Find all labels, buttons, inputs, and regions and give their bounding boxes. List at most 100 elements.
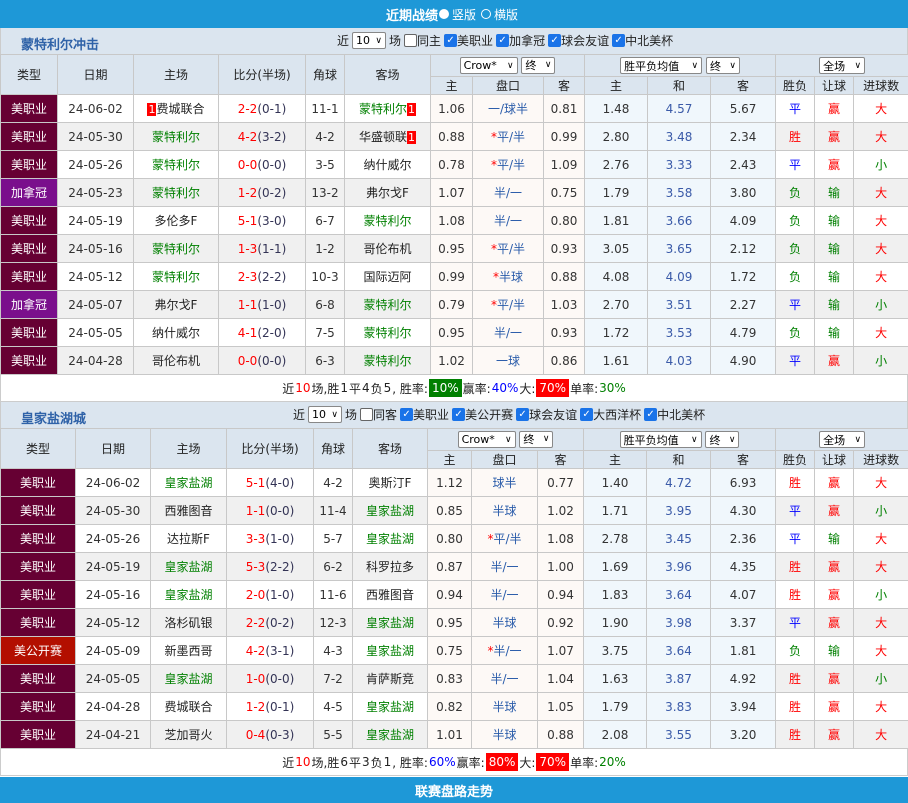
option-horizontal[interactable]: 横版 (494, 7, 519, 22)
away-team[interactable]: 蒙特利尔 (344, 346, 431, 375)
table-row[interactable]: 美职业 24-05-19 皇家盐湖 5-3(2-2) 6-2 科罗拉多 0.87… (0, 552, 908, 581)
score[interactable]: 1-2(0-2) (218, 178, 306, 207)
league-type[interactable]: 美公开赛 (0, 636, 76, 665)
filter-checkbox[interactable]: 同客 (360, 406, 397, 423)
away-team[interactable]: 皇家盐湖 (352, 636, 428, 665)
table-row[interactable]: 美职业 24-05-12 蒙特利尔 2-3(2-2) 10-3 国际迈阿 0.9… (0, 262, 908, 291)
away-team[interactable]: 皇家盐湖 (352, 524, 428, 553)
checkbox-icon[interactable]: ✓ (516, 408, 530, 421)
euro-type-select[interactable]: 胜平负均值 ∨ (619, 431, 702, 448)
table-row[interactable]: 加拿冠 24-05-23 蒙特利尔 1-2(0-2) 13-2 弗尔戈F 1.0… (0, 178, 908, 207)
score[interactable]: 2-0(1-0) (226, 580, 314, 609)
filter-checkbox[interactable]: ✓ 大西洋杯 (580, 406, 641, 423)
away-team[interactable]: 西雅图音 (352, 580, 428, 609)
league-type[interactable]: 美职业 (0, 468, 76, 497)
away-team[interactable]: 皇家盐湖 (352, 608, 428, 637)
league-type[interactable]: 美职业 (0, 580, 76, 609)
away-team[interactable]: 肯萨斯竞 (352, 664, 428, 693)
score[interactable]: 5-1(4-0) (226, 468, 314, 497)
table-row[interactable]: 美职业 24-05-19 多伦多F 5-1(3-0) 6-7 蒙特利尔 1.08… (0, 206, 908, 235)
home-team[interactable]: 蒙特利尔 (133, 178, 219, 207)
league-type[interactable]: 美职业 (0, 150, 58, 179)
period-select[interactable]: 全场 ∨ (819, 57, 866, 74)
league-type[interactable]: 加拿冠 (0, 290, 58, 319)
match-count-select[interactable]: 10 ∨ (352, 32, 387, 49)
away-team[interactable]: 皇家盐湖 (352, 692, 428, 721)
league-type[interactable]: 美职业 (0, 720, 76, 749)
score[interactable]: 1-1(1-0) (218, 290, 306, 319)
score[interactable]: 1-0(0-0) (226, 664, 314, 693)
match-count-select[interactable]: 10 ∨ (308, 406, 343, 423)
away-team[interactable]: 皇家盐湖 (352, 720, 428, 749)
home-team[interactable]: 多伦多F (133, 206, 219, 235)
home-team[interactable]: 皇家盐湖 (150, 580, 227, 609)
filter-checkbox[interactable]: ✓ 球会友谊 (516, 406, 577, 423)
score[interactable]: 2-2(0-1) (218, 94, 306, 123)
table-row[interactable]: 美职业 24-05-05 纳什威尔 4-1(2-0) 7-5 蒙特利尔 0.95… (0, 318, 908, 347)
checkbox-icon[interactable]: ✓ (612, 34, 626, 47)
league-type[interactable]: 美职业 (0, 664, 76, 693)
league-type[interactable]: 美职业 (0, 206, 58, 235)
filter-checkbox[interactable]: ✓ 中北美杯 (612, 32, 673, 49)
score[interactable]: 2-3(2-2) (218, 262, 306, 291)
table-row[interactable]: 美职业 24-04-28 费城联合 1-2(0-1) 4-5 皇家盐湖 0.82… (0, 692, 908, 721)
home-team[interactable]: 皇家盐湖 (150, 468, 227, 497)
checkbox-icon[interactable]: ✓ (548, 34, 562, 47)
score[interactable]: 0-0(0-0) (218, 346, 306, 375)
filter-checkbox[interactable]: 同主 (404, 32, 441, 49)
home-team[interactable]: 哥伦布机 (133, 346, 219, 375)
score[interactable]: 0-0(0-0) (218, 150, 306, 179)
away-team[interactable]: 科罗拉多 (352, 552, 428, 581)
filter-checkbox[interactable]: ✓ 美职业 (400, 406, 449, 423)
home-team[interactable]: 皇家盐湖 (150, 552, 227, 581)
euro-phase-select[interactable]: 终 ∨ (705, 431, 740, 448)
home-team[interactable]: 蒙特利尔 (133, 234, 219, 263)
away-team[interactable]: 华盛顿联1 (344, 122, 431, 151)
radio-horizontal[interactable] (481, 9, 491, 19)
home-team[interactable]: 蒙特利尔 (133, 150, 219, 179)
league-type[interactable]: 美职业 (0, 262, 58, 291)
away-team[interactable]: 皇家盐湖 (352, 496, 428, 525)
table-row[interactable]: 美职业 24-05-16 皇家盐湖 2-0(1-0) 11-6 西雅图音 0.9… (0, 580, 908, 609)
home-team[interactable]: 蒙特利尔 (133, 122, 219, 151)
home-team[interactable]: 芝加哥火 (150, 720, 227, 749)
away-team[interactable]: 蒙特利尔 (344, 206, 431, 235)
league-trend-bar[interactable]: 联赛盘路走势 (0, 777, 908, 803)
table-row[interactable]: 美职业 24-06-02 皇家盐湖 5-1(4-0) 4-2 奥斯汀F 1.12… (0, 468, 908, 497)
table-row[interactable]: 美职业 24-04-28 哥伦布机 0-0(0-0) 6-3 蒙特利尔 1.02… (0, 346, 908, 375)
filter-checkbox[interactable]: ✓ 加拿冠 (496, 32, 545, 49)
away-team[interactable]: 弗尔戈F (344, 178, 431, 207)
score[interactable]: 1-1(0-0) (226, 496, 314, 525)
away-team[interactable]: 蒙特利尔 (344, 318, 431, 347)
home-team[interactable]: 1费城联合 (133, 94, 219, 123)
checkbox-icon[interactable]: ✓ (580, 408, 594, 421)
away-team[interactable]: 蒙特利尔1 (344, 94, 431, 123)
filter-checkbox[interactable]: ✓ 美公开赛 (452, 406, 513, 423)
radio-vertical[interactable] (438, 9, 449, 19)
score[interactable]: 1-3(1-1) (218, 234, 306, 263)
score[interactable]: 2-2(0-2) (226, 608, 314, 637)
score[interactable]: 5-3(2-2) (226, 552, 314, 581)
table-row[interactable]: 美职业 24-05-26 达拉斯F 3-3(1-0) 5-7 皇家盐湖 0.80… (0, 524, 908, 553)
home-team[interactable]: 新墨西哥 (150, 636, 227, 665)
checkbox-icon[interactable] (404, 34, 418, 47)
euro-type-select[interactable]: 胜平负均值 ∨ (620, 57, 703, 74)
home-team[interactable]: 皇家盐湖 (150, 664, 227, 693)
table-row[interactable]: 美职业 24-05-26 蒙特利尔 0-0(0-0) 3-5 纳什威尔 0.78… (0, 150, 908, 179)
away-team[interactable]: 哥伦布机 (344, 234, 431, 263)
table-row[interactable]: 加拿冠 24-05-07 弗尔戈F 1-1(1-0) 6-8 蒙特利尔 0.79… (0, 290, 908, 319)
filter-checkbox[interactable]: ✓ 美职业 (444, 32, 493, 49)
away-team[interactable]: 蒙特利尔 (344, 290, 431, 319)
score[interactable]: 1-2(0-1) (226, 692, 314, 721)
table-row[interactable]: 美职业 24-05-12 洛杉矶银 2-2(0-2) 12-3 皇家盐湖 0.9… (0, 608, 908, 637)
score[interactable]: 3-3(1-0) (226, 524, 314, 553)
home-team[interactable]: 弗尔戈F (133, 290, 219, 319)
league-type[interactable]: 美职业 (0, 234, 58, 263)
checkbox-icon[interactable] (360, 408, 374, 421)
ah-phase-select[interactable]: 终 ∨ (521, 56, 556, 74)
score[interactable]: 0-4(0-3) (226, 720, 314, 749)
table-row[interactable]: 美职业 24-04-21 芝加哥火 0-4(0-3) 5-5 皇家盐湖 1.01… (0, 720, 908, 749)
table-row[interactable]: 美职业 24-05-16 蒙特利尔 1-3(1-1) 1-2 哥伦布机 0.95… (0, 234, 908, 263)
company-select[interactable]: Crow* ∨ (457, 431, 516, 449)
checkbox-icon[interactable]: ✓ (496, 34, 510, 47)
